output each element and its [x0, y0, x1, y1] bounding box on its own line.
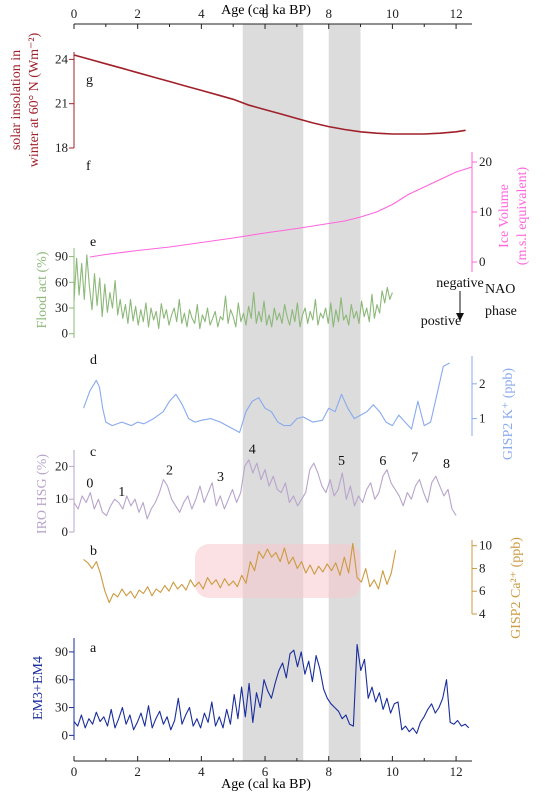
- y-tick-label-b-6: 6: [479, 583, 486, 598]
- series-line-e: [73, 254, 393, 330]
- axes-layer: 0022446688101012121821240102003060901201…: [55, 6, 492, 779]
- y-tick-label-e-0: 0: [62, 326, 69, 341]
- y-tick-label-a-60: 60: [55, 672, 68, 687]
- y-label-c: IRO HSG (%): [35, 454, 50, 534]
- y-label-f-2: (m.s.l equivalent): [515, 166, 530, 265]
- shaded-intervals: [242, 24, 361, 761]
- series-layer: [73, 54, 473, 735]
- y-label-g-2: winter at 60° N (Wm⁻²): [27, 32, 42, 167]
- y-tick-label-d-2: 2: [479, 376, 486, 391]
- series-line-a: [73, 643, 470, 735]
- y-tick-label-b-10: 10: [479, 538, 492, 553]
- series-line-d: [83, 362, 450, 434]
- peak-label-5: 5: [338, 454, 345, 469]
- y-tick-label-a-30: 30: [55, 700, 68, 715]
- nao-positive-label: postive: [421, 314, 461, 329]
- peak-label-7: 7: [411, 450, 418, 465]
- nao-side-label-1: NAO: [485, 282, 515, 297]
- x-tick-label-bottom-6: 6: [262, 764, 269, 779]
- y-tick-label-c-0: 0: [62, 524, 69, 539]
- x-tick-label-bottom-4: 4: [198, 764, 205, 779]
- x-tick-label-top-10: 10: [386, 6, 399, 21]
- pink-glow: [194, 544, 361, 598]
- series-line-g: [73, 54, 466, 135]
- y-tick-label-e-60: 60: [55, 274, 68, 289]
- x-tick-label-top-8: 8: [325, 6, 332, 21]
- shaded-interval-0: [242, 24, 304, 761]
- y-label-e: Flood act (%): [35, 251, 50, 328]
- y-tick-label-f-10: 10: [479, 204, 492, 219]
- y-tick-label-f-20: 20: [479, 154, 492, 169]
- x-axis-title-top: Age (cal ka BP): [221, 3, 311, 18]
- y-tick-label-a-0: 0: [62, 727, 69, 742]
- y-tick-label-f-0: 0: [479, 254, 486, 269]
- glow-b: [194, 544, 361, 598]
- nao-arrow-head: [456, 313, 464, 321]
- panel-letter-g: g: [86, 73, 93, 88]
- panel-letter-d: d: [90, 353, 97, 368]
- panel-letter-e: e: [90, 235, 96, 250]
- nao-side-label-2: phase: [485, 304, 517, 319]
- x-tick-label-bottom-12: 12: [450, 764, 463, 779]
- labels-layer: g solar insolation in winter at 60° N (Wm⁻…: [9, 32, 530, 720]
- y-tick-label-b-4: 4: [479, 606, 486, 621]
- panel-letter-c: c: [90, 445, 96, 460]
- y-label-f-1: Ice Volume: [497, 184, 512, 248]
- x-tick-label-bottom-8: 8: [325, 764, 332, 779]
- peak-label-3: 3: [217, 470, 224, 485]
- nao-negative-label: negative: [436, 276, 483, 291]
- x-tick-label-top-0: 0: [71, 6, 78, 21]
- y-tick-label-c-20: 20: [55, 458, 68, 473]
- y-tick-label-d-1: 1: [479, 411, 486, 426]
- y-tick-label-e-30: 30: [55, 300, 68, 315]
- x-tick-label-bottom-10: 10: [386, 764, 399, 779]
- peak-label-8: 8: [443, 457, 450, 472]
- shaded-interval-1: [328, 24, 361, 761]
- peak-label-1: 1: [118, 485, 125, 500]
- x-tick-label-top-6: 6: [262, 6, 269, 21]
- peak-label-2: 2: [166, 464, 173, 479]
- peak-label-6: 6: [379, 454, 386, 469]
- peak-label-4: 4: [249, 442, 256, 457]
- y-tick-label-g-24: 24: [55, 51, 69, 66]
- x-axis-title-bottom: Age (cal ka BP): [221, 777, 311, 792]
- x-tick-label-bottom-0: 0: [71, 764, 78, 779]
- x-tick-label-top-2: 2: [134, 6, 141, 21]
- series-line-c: [73, 459, 457, 520]
- y-tick-label-g-18: 18: [55, 140, 68, 155]
- y-tick-label-b-8: 8: [479, 560, 486, 575]
- panel-letter-b: b: [90, 544, 97, 559]
- panel-letter-f: f: [86, 159, 91, 174]
- y-tick-label-e-90: 90: [55, 249, 68, 264]
- y-label-d: GISP2 K⁺ (ppb): [501, 368, 516, 461]
- y-label-b: GISP2 Ca²⁺ (ppb): [509, 537, 524, 639]
- x-tick-label-top-4: 4: [198, 6, 205, 21]
- y-label-g-1: solar insolation in: [9, 50, 24, 150]
- y-label-a: EM3+EM4: [31, 656, 46, 720]
- x-tick-label-bottom-2: 2: [134, 764, 141, 779]
- y-tick-label-a-90: 90: [55, 644, 68, 659]
- y-tick-label-g-21: 21: [55, 96, 68, 111]
- y-tick-label-c-10: 10: [55, 491, 68, 506]
- series-line-f: [89, 166, 473, 258]
- panel-letter-a: a: [90, 641, 97, 656]
- series-line-b: [83, 542, 397, 604]
- x-tick-label-top-12: 12: [450, 6, 463, 21]
- peak-label-0: 0: [86, 477, 93, 492]
